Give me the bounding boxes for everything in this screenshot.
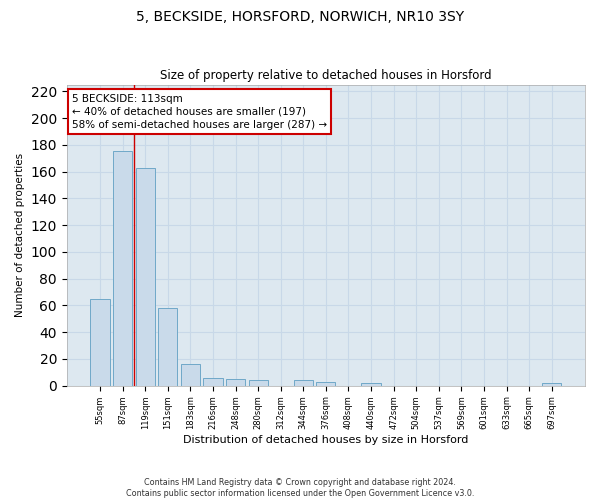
Bar [181,364,200,386]
Y-axis label: Number of detached properties: Number of detached properties [15,153,25,317]
Bar [316,382,335,386]
Bar [158,308,178,386]
Text: Contains HM Land Registry data © Crown copyright and database right 2024.
Contai: Contains HM Land Registry data © Crown c… [126,478,474,498]
Bar [136,168,155,386]
Bar [91,298,110,386]
Bar [248,380,268,386]
Bar [361,383,380,386]
Bar [293,380,313,386]
Title: Size of property relative to detached houses in Horsford: Size of property relative to detached ho… [160,69,492,82]
Text: 5 BECKSIDE: 113sqm
← 40% of detached houses are smaller (197)
58% of semi-detach: 5 BECKSIDE: 113sqm ← 40% of detached hou… [72,94,327,130]
Bar [226,379,245,386]
Text: 5, BECKSIDE, HORSFORD, NORWICH, NR10 3SY: 5, BECKSIDE, HORSFORD, NORWICH, NR10 3SY [136,10,464,24]
Bar [203,378,223,386]
X-axis label: Distribution of detached houses by size in Horsford: Distribution of detached houses by size … [183,435,469,445]
Bar [113,152,132,386]
Bar [542,383,562,386]
